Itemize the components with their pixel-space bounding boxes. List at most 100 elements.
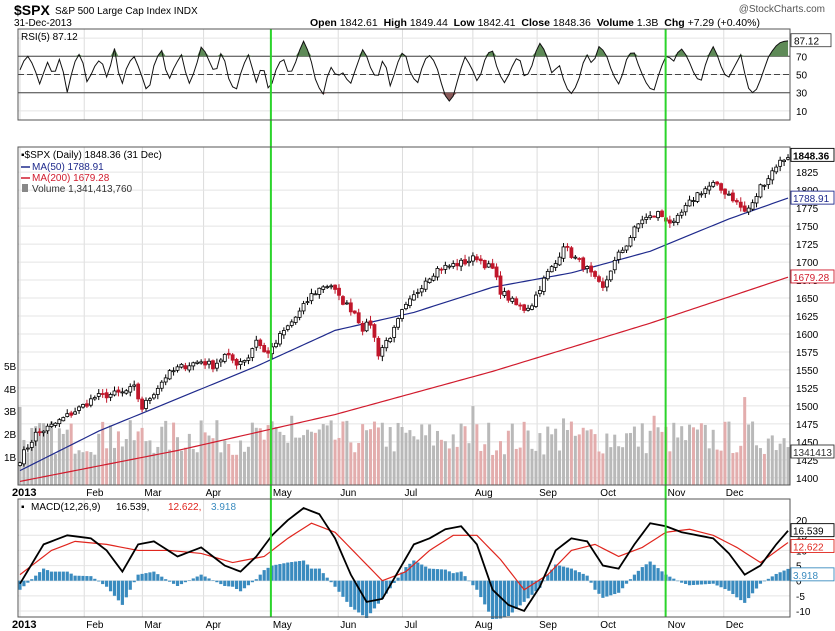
macd-histogram-bar	[514, 580, 518, 609]
macd-histogram-bar	[782, 570, 786, 581]
macd-histogram-bar	[203, 576, 207, 581]
volume-bar	[187, 433, 191, 485]
volume-bar	[723, 421, 727, 485]
volume-bar	[495, 450, 499, 485]
macd-month-label: Mar	[144, 620, 162, 631]
macd-histogram-bar	[191, 578, 195, 581]
macd-histogram-bar	[215, 580, 219, 583]
macd-histogram-bar	[144, 573, 148, 581]
volume-bar	[585, 430, 589, 485]
candle-body	[502, 291, 507, 296]
price-tick-label: 1450	[796, 438, 819, 449]
macd-histogram-bar	[727, 580, 731, 591]
macd-histogram-bar	[132, 580, 136, 583]
candle-body	[746, 207, 751, 213]
macd-histogram-bar	[557, 565, 562, 581]
candle-body	[380, 347, 385, 357]
volume-bar	[18, 406, 22, 485]
candle-body	[762, 184, 767, 187]
macd-month-label: Sep	[539, 620, 557, 631]
candle-body	[278, 333, 282, 345]
candle-body	[439, 268, 444, 271]
candle-body	[565, 245, 570, 248]
rsi-tick-label: 50	[796, 71, 808, 82]
macd-histogram-bar	[483, 580, 487, 605]
candle-body	[443, 264, 448, 270]
volume-bar	[432, 445, 436, 485]
volume-bar	[254, 427, 258, 485]
candle-body	[203, 361, 207, 366]
macd-signal-line	[19, 522, 789, 591]
volume-bar	[286, 442, 290, 485]
candle-body	[238, 361, 243, 366]
macd-histogram-bar	[739, 580, 743, 601]
panel-frame	[17, 146, 791, 486]
candle-body	[604, 279, 609, 288]
volume-bar	[345, 420, 349, 485]
volume-bar	[77, 450, 81, 485]
macd-month-label: Oct	[600, 620, 616, 631]
macd-histogram-bar	[45, 570, 50, 581]
volume-tick-label: 5B	[4, 362, 17, 373]
macd-histogram-bar	[652, 564, 656, 581]
volume-bar	[152, 452, 156, 485]
candle-body	[514, 298, 519, 306]
volume-bar	[278, 431, 282, 485]
last-volume-label: 1341413	[790, 444, 835, 459]
macd-histogram-bar	[640, 567, 644, 581]
rsi-title: RSI(5) 87.12	[21, 32, 78, 43]
price-tick-label: 1625	[796, 312, 819, 323]
last-macd-label: 16.539	[790, 523, 835, 538]
volume-bars	[18, 397, 790, 485]
macd-histogram-bar	[171, 580, 176, 584]
volume-bar	[341, 421, 345, 485]
candle-body	[179, 363, 184, 368]
candle-body	[151, 394, 156, 399]
volume-bar	[782, 438, 786, 485]
volume-bar	[46, 431, 50, 485]
candle-body	[561, 246, 566, 259]
candle-body	[384, 340, 389, 349]
macd-histogram-bar	[364, 580, 369, 619]
volume-bar	[396, 422, 400, 485]
candle-body	[175, 366, 180, 371]
volume-tick-label: 1B	[4, 453, 17, 464]
open-value: 1842.61	[339, 17, 378, 29]
candle-body	[344, 302, 349, 305]
rsi-last-value-frame	[790, 33, 832, 48]
macd-histogram-bar	[262, 570, 266, 581]
macd-histogram-bar	[384, 580, 388, 594]
volume-bar	[317, 429, 321, 485]
price-title: ▪$SPX (Daily) 1848.36 (31 Dec)	[21, 150, 162, 161]
candle-body	[553, 263, 558, 268]
candle-body	[703, 188, 708, 194]
candle-body	[266, 350, 271, 354]
macd-histogram-bar	[65, 571, 69, 581]
candle-body	[742, 205, 747, 212]
volume-bar	[227, 443, 231, 485]
candle-body	[372, 324, 377, 338]
volume-bar	[168, 449, 172, 485]
candle-body	[207, 360, 211, 365]
volume-bar	[467, 443, 471, 485]
volume-bar	[207, 435, 211, 485]
macd-month-label: Jul	[404, 620, 417, 631]
macd-histogram-bar	[101, 580, 105, 585]
candle-body	[368, 320, 373, 326]
volume-bar	[735, 452, 739, 485]
volume-bar	[530, 448, 534, 485]
volume-bar	[499, 441, 502, 485]
candle-body	[364, 321, 369, 332]
candle-body	[506, 290, 511, 301]
volume-bar	[526, 430, 530, 485]
macd-histogram-bar	[491, 580, 495, 620]
volume-bar	[116, 431, 120, 485]
candle-body	[226, 352, 231, 356]
candle-body	[624, 245, 629, 251]
last-ma50-label: 1788.91	[790, 190, 835, 205]
volume-bar	[625, 433, 629, 485]
macd-histogram-bar	[715, 580, 719, 586]
volume-bar	[424, 435, 428, 485]
price-tick-label: 1400	[796, 474, 819, 485]
last-close-label-text: 1848.36	[793, 151, 830, 162]
